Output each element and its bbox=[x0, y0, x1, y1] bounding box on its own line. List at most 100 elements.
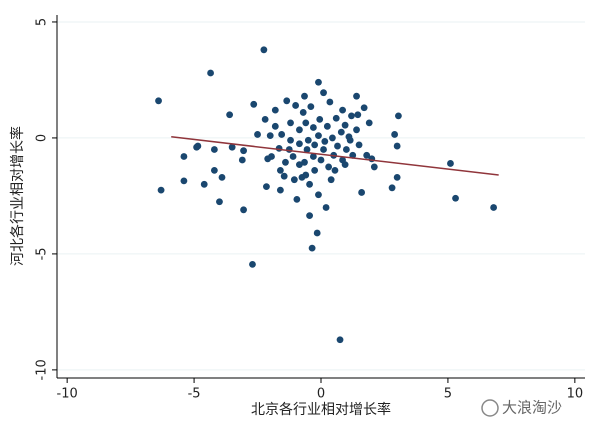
point bbox=[311, 141, 319, 149]
point bbox=[266, 132, 274, 140]
point bbox=[316, 115, 324, 123]
point bbox=[254, 131, 261, 138]
point bbox=[180, 177, 188, 185]
point bbox=[322, 204, 330, 211]
point bbox=[452, 194, 459, 202]
point bbox=[353, 126, 360, 134]
point bbox=[334, 142, 341, 150]
point bbox=[250, 100, 258, 108]
point bbox=[278, 131, 286, 138]
point bbox=[336, 336, 344, 344]
point bbox=[216, 198, 223, 206]
point bbox=[363, 151, 371, 159]
point bbox=[321, 138, 329, 145]
point bbox=[218, 173, 226, 181]
point bbox=[276, 167, 284, 174]
point bbox=[240, 206, 247, 214]
point bbox=[292, 102, 300, 109]
point bbox=[360, 104, 368, 112]
point bbox=[339, 106, 346, 114]
point bbox=[365, 119, 373, 127]
point bbox=[447, 160, 454, 167]
point bbox=[306, 180, 313, 188]
point bbox=[293, 195, 301, 203]
point bbox=[280, 172, 288, 180]
point bbox=[325, 163, 333, 171]
point bbox=[329, 134, 336, 142]
point bbox=[200, 180, 208, 188]
point bbox=[282, 158, 289, 166]
point bbox=[320, 89, 327, 97]
point bbox=[301, 158, 308, 166]
point bbox=[299, 109, 307, 116]
point bbox=[354, 111, 362, 119]
point bbox=[309, 153, 317, 160]
point bbox=[341, 121, 349, 129]
point bbox=[348, 112, 355, 120]
point bbox=[276, 186, 284, 194]
y-tick-label: 0 bbox=[35, 134, 50, 142]
point bbox=[306, 212, 313, 220]
fit-line bbox=[171, 136, 499, 176]
point bbox=[308, 244, 316, 252]
point bbox=[296, 161, 303, 169]
point bbox=[353, 92, 360, 100]
point bbox=[395, 112, 402, 120]
y-tick-label: 5 bbox=[35, 18, 50, 26]
point bbox=[315, 78, 322, 86]
point bbox=[355, 141, 363, 149]
point bbox=[341, 161, 349, 169]
point bbox=[342, 146, 350, 153]
point bbox=[320, 146, 327, 153]
point bbox=[301, 92, 308, 100]
x-axis-label: 北京各行业相对增长率 bbox=[251, 401, 391, 418]
point bbox=[315, 132, 322, 140]
point bbox=[327, 176, 335, 184]
point bbox=[391, 131, 399, 138]
point bbox=[304, 136, 312, 144]
point bbox=[337, 128, 345, 136]
point bbox=[268, 153, 275, 160]
point bbox=[323, 122, 331, 130]
point bbox=[302, 171, 310, 179]
x-tick-label: -5 bbox=[188, 387, 201, 402]
point bbox=[346, 136, 354, 144]
x-tick-label: 0 bbox=[317, 387, 325, 402]
point bbox=[261, 115, 269, 123]
watermark-icon bbox=[481, 399, 499, 417]
point bbox=[289, 153, 297, 160]
point bbox=[210, 146, 218, 153]
point bbox=[180, 153, 188, 160]
point bbox=[271, 106, 279, 114]
point bbox=[263, 183, 270, 191]
point bbox=[388, 184, 396, 192]
watermark: 大浪淘沙 bbox=[481, 399, 562, 417]
point bbox=[287, 136, 294, 144]
point bbox=[393, 142, 401, 150]
point bbox=[326, 98, 334, 106]
point bbox=[393, 173, 401, 181]
point bbox=[311, 167, 319, 174]
point bbox=[240, 147, 247, 155]
point bbox=[193, 143, 201, 151]
point bbox=[155, 97, 162, 105]
point bbox=[358, 189, 366, 196]
point bbox=[309, 124, 317, 131]
point bbox=[207, 69, 214, 77]
point bbox=[249, 260, 256, 268]
point bbox=[302, 119, 310, 127]
y-tick-label: -10 bbox=[35, 359, 50, 380]
point bbox=[210, 167, 218, 174]
point bbox=[332, 114, 340, 122]
point bbox=[157, 186, 165, 194]
point bbox=[290, 176, 298, 184]
point bbox=[296, 140, 303, 148]
point bbox=[238, 156, 246, 164]
point bbox=[296, 126, 303, 134]
point bbox=[315, 191, 322, 199]
point bbox=[307, 103, 315, 111]
x-tick-label: 5 bbox=[444, 387, 452, 402]
point bbox=[313, 229, 321, 237]
point bbox=[287, 119, 294, 127]
